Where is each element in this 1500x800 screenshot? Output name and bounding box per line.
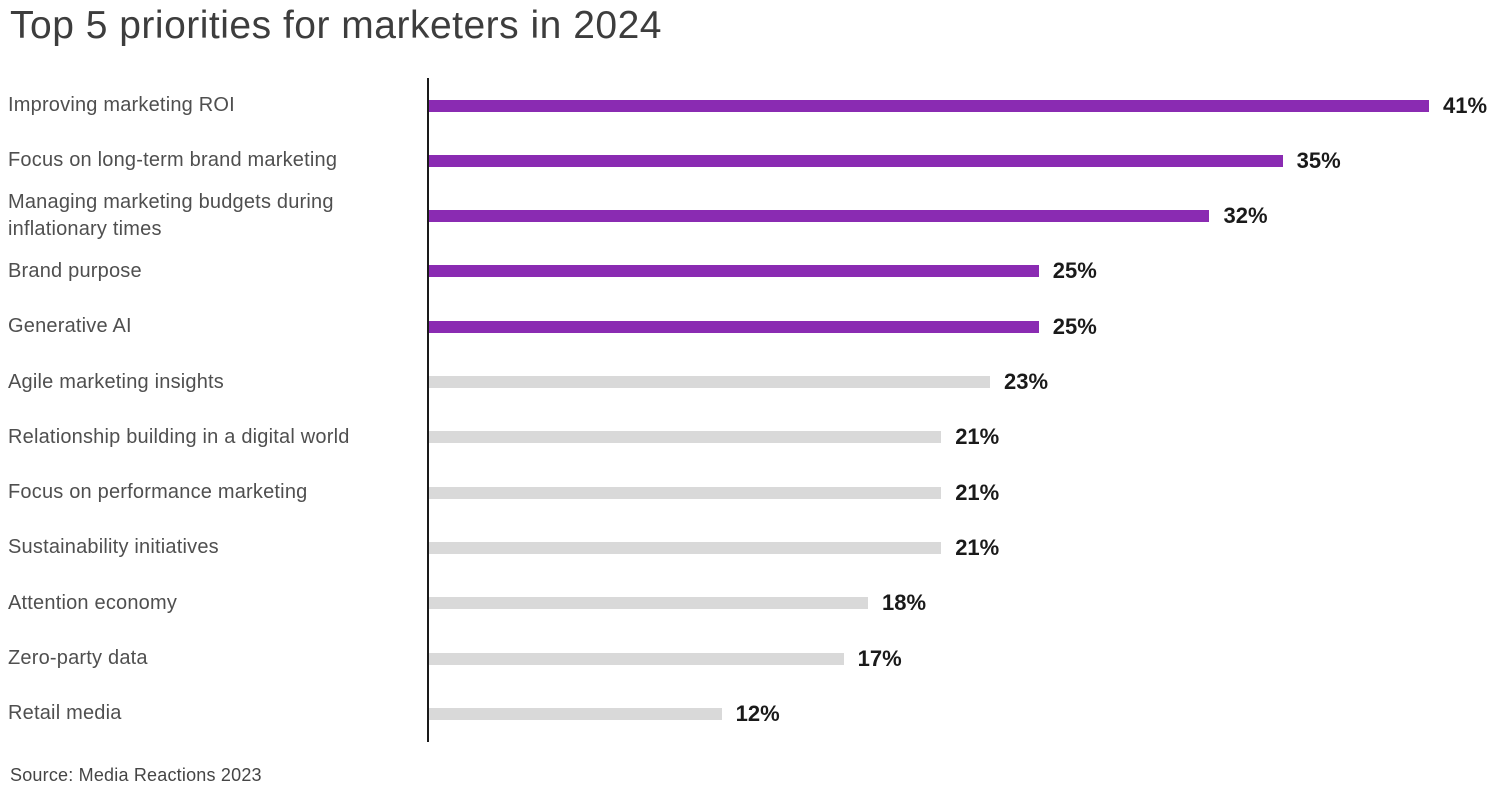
bar — [429, 376, 990, 388]
bar-track: 25% — [429, 314, 1500, 339]
bar-track: 32% — [429, 203, 1500, 228]
bar — [429, 541, 942, 554]
chart-row: Attention economy 18% — [0, 576, 1500, 631]
value-label: 21% — [955, 479, 1000, 505]
chart-row: Focus on performance marketing 21% — [0, 465, 1500, 520]
chart-row: Sustainability initiatives 21% — [0, 520, 1500, 575]
bar — [429, 320, 1039, 333]
category-label: Agile marketing insights — [8, 370, 225, 393]
value-label: 23% — [1003, 369, 1049, 394]
page-title: Top 5 priorities for marketers in 2024 — [10, 4, 662, 47]
bar-track: 25% — [429, 258, 1500, 283]
bar-track: 17% — [429, 646, 1500, 671]
chart-row: Zero-party data 17% — [0, 631, 1500, 686]
bar — [429, 265, 1039, 278]
bar-track: 21% — [429, 535, 1500, 560]
value-label: 25% — [1052, 258, 1097, 284]
category-label: Managing marketing budgets during inflat… — [8, 191, 334, 241]
bar-chart: Improving marketing ROI 41% Focus on long-… — [0, 78, 1500, 742]
category-label: Relationship building in a digital world — [8, 425, 350, 448]
chart-row: Improving marketing ROI 41% — [0, 78, 1500, 133]
bar — [429, 431, 942, 444]
bar — [429, 597, 869, 610]
bar — [429, 652, 844, 665]
y-axis-line — [427, 78, 429, 742]
bar-track: 12% — [429, 701, 1500, 726]
chart-row: Retail media 12% — [0, 686, 1500, 741]
value-label: 35% — [1296, 147, 1341, 173]
category-label: Retail media — [8, 702, 122, 725]
bar-track: 35% — [429, 148, 1500, 173]
category-label: Improving marketing ROI — [8, 94, 235, 116]
bar — [429, 99, 1429, 112]
value-label: 21% — [955, 424, 1000, 450]
bar-track: 21% — [429, 424, 1500, 449]
chart-row: Agile marketing insights 23% — [0, 355, 1500, 410]
source-note: Source: Media Reactions 2023 — [10, 765, 262, 785]
bar-track: 23% — [429, 369, 1500, 394]
category-label: Generative AI — [8, 315, 132, 338]
category-label: Zero-party data — [8, 647, 148, 669]
bar-track: 41% — [429, 93, 1500, 118]
chart-row: Generative AI 25% — [0, 299, 1500, 354]
category-label: Sustainability initiatives — [8, 536, 219, 559]
bar-track: 18% — [429, 590, 1500, 615]
bar-track: 21% — [429, 480, 1500, 505]
bar — [429, 154, 1283, 167]
value-label: 41% — [1443, 92, 1488, 118]
value-label: 21% — [955, 534, 1000, 560]
category-label: Focus on performance marketing — [8, 481, 308, 504]
bar — [429, 210, 1210, 223]
chart-row: Managing marketing budgets during inflat… — [0, 189, 1500, 244]
value-label: 25% — [1052, 313, 1097, 339]
value-label: 18% — [882, 590, 927, 616]
bar — [429, 707, 722, 720]
category-label: Attention economy — [8, 591, 178, 614]
value-label: 17% — [857, 645, 902, 671]
chart-row: Relationship building in a digital world… — [0, 410, 1500, 465]
chart-row: Brand purpose 25% — [0, 244, 1500, 299]
chart-row: Focus on long-term brand marketing 35% — [0, 133, 1500, 188]
category-label: Focus on long-term brand marketing — [8, 149, 338, 172]
bar — [429, 486, 942, 499]
value-label: 32% — [1223, 203, 1268, 229]
value-label: 12% — [735, 700, 780, 726]
category-label: Brand purpose — [8, 259, 142, 282]
